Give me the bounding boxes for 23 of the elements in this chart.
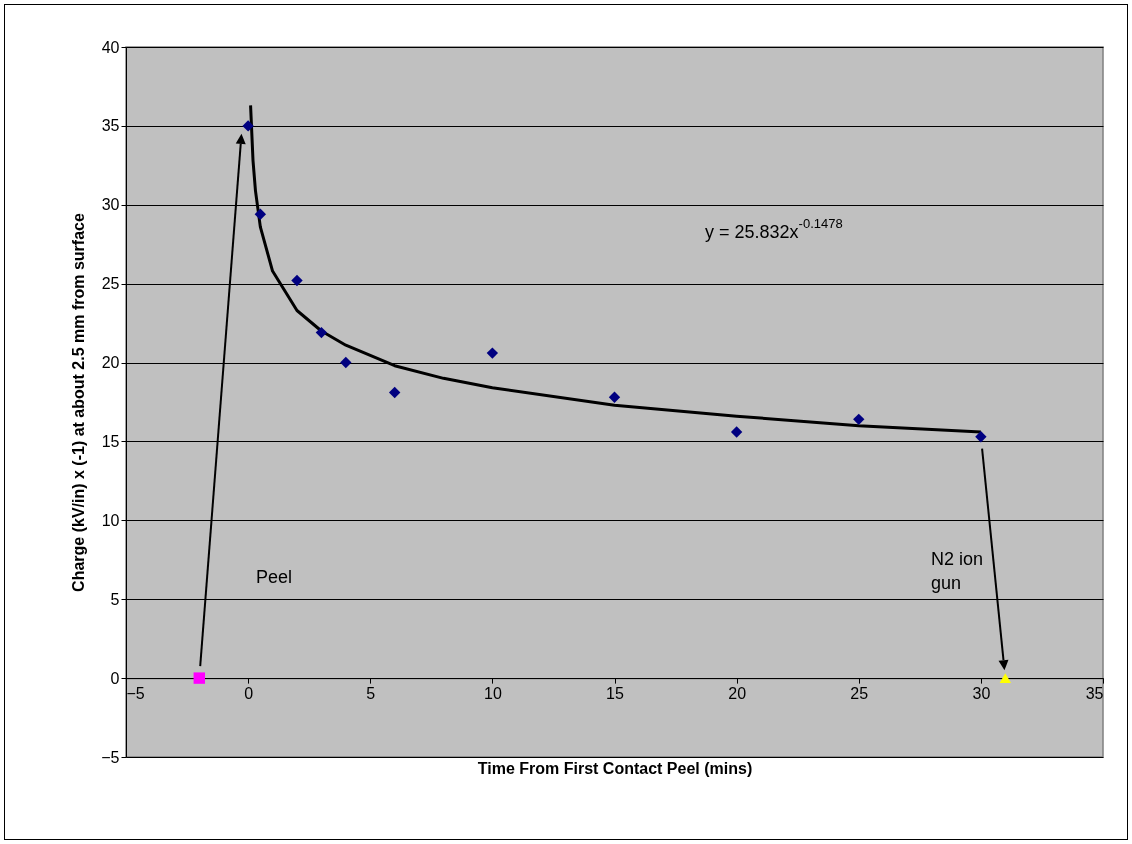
y-tick-label: 15 bbox=[101, 432, 120, 450]
y-tick-label: 35 bbox=[101, 117, 120, 135]
y-tick-label: 40 bbox=[101, 38, 120, 56]
y-tick-label: −5 bbox=[101, 748, 120, 766]
x-axis-title: Time From First Contact Peel (mins) bbox=[477, 759, 753, 777]
x-tick-label: 25 bbox=[850, 684, 869, 702]
y-tick-label: 25 bbox=[101, 275, 120, 293]
y-tick-label: 5 bbox=[110, 590, 120, 608]
x-tick-label: 5 bbox=[366, 684, 376, 702]
y-tick-label: 20 bbox=[101, 354, 120, 372]
x-tick-label: −5 bbox=[126, 684, 145, 702]
x-tick-label: 15 bbox=[606, 684, 624, 702]
x-tick-label: 30 bbox=[972, 684, 991, 702]
x-tick-label: 10 bbox=[483, 684, 502, 702]
y-tick-label: 30 bbox=[101, 196, 120, 214]
x-tick-label: 0 bbox=[244, 684, 254, 702]
y-axis-title: Charge (kV/in) x (-1) at about 2.5 mm from surface bbox=[70, 213, 88, 592]
annotation: Peel bbox=[256, 567, 293, 587]
y-tick-label: 0 bbox=[110, 669, 120, 687]
y-tick-label: 10 bbox=[101, 511, 120, 529]
annotation: N2 ion gun bbox=[931, 549, 984, 593]
x-tick-label: 20 bbox=[728, 684, 747, 702]
x-tick-label: 35 bbox=[1085, 684, 1104, 702]
